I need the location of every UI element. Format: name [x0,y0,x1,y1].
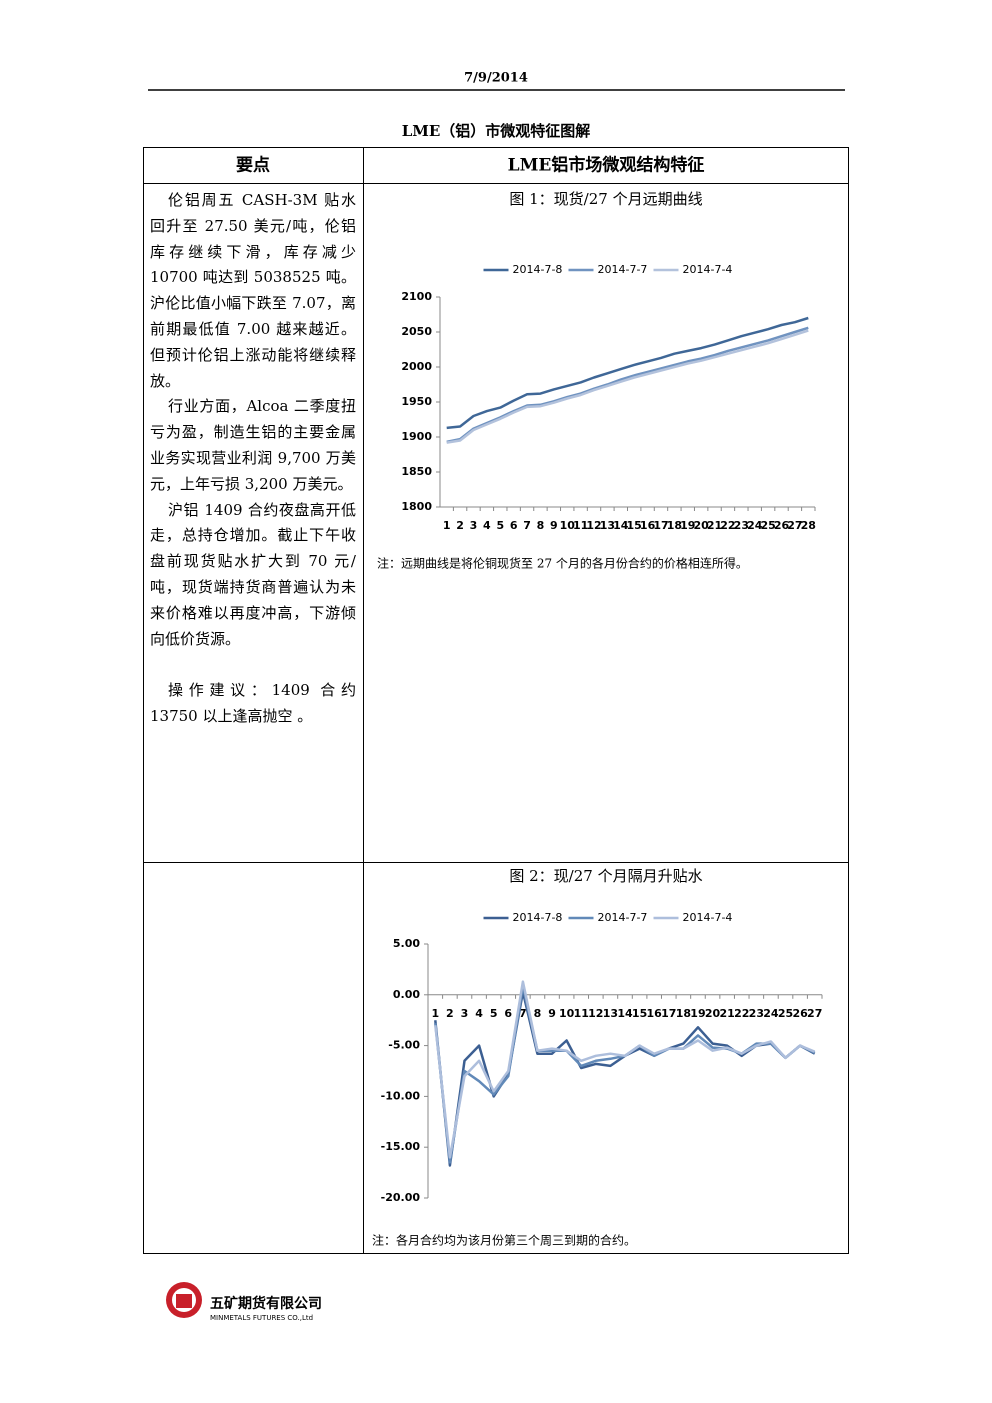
x-tick-label: 26 [774,519,790,532]
x-tick-label: 6 [504,1007,512,1020]
legend-label: 2014-7-8 [513,263,563,276]
x-tick-label: 2 [446,1007,454,1020]
x-tick-label: 4 [483,519,491,532]
x-tick-label: 21 [707,519,722,532]
x-tick-label: 16 [647,1007,663,1020]
paragraph: 伦铝周五 CASH-3M 贴水回升至 27.50 美元/吨，伦铝库存继续下滑，库… [150,191,356,390]
x-tick-label: 9 [550,519,558,532]
x-tick-label: 6 [510,519,518,532]
x-tick-label: 19 [680,519,695,532]
x-tick-label: 17 [661,1007,676,1020]
x-tick-label: 8 [537,519,545,532]
x-tick-label: 10 [560,519,576,532]
y-tick-label: 5.00 [393,937,420,950]
legend-label: 2014-7-7 [598,263,648,276]
x-tick-label: 7 [519,1007,527,1020]
y-tick-label: 1900 [401,430,432,443]
x-tick-label: 27 [787,519,802,532]
x-tick-label: 1 [443,519,451,532]
company-name-en: MINMETALS FUTURES CO.,Ltd [210,1314,313,1322]
y-tick-label: 1950 [401,395,432,408]
x-tick-label: 1 [431,1007,439,1020]
x-tick-label: 25 [778,1007,793,1020]
x-tick-label: 3 [461,1007,469,1020]
x-tick-label: 3 [470,519,478,532]
column-header: 要点 [236,155,270,176]
x-tick-label: 17 [653,519,668,532]
x-tick-label: 15 [627,519,642,532]
y-tick-label: -10.00 [381,1089,421,1102]
x-tick-label: 9 [548,1007,556,1020]
x-tick-label: 13 [600,519,615,532]
legend-label: 2014-7-4 [683,263,733,276]
x-tick-label: 20 [694,519,710,532]
x-tick-label: 22 [734,1007,749,1020]
series-line [446,316,809,430]
x-tick-label: 7 [523,519,531,532]
x-tick-label: 28 [801,519,816,532]
x-tick-label: 11 [574,1007,589,1020]
x-tick-label: 8 [534,1007,542,1020]
table-border [143,147,849,1254]
y-tick-label: -15.00 [381,1140,421,1153]
paragraph: 行业方面，Alcoa 二季度扭亏为盈，制造生铝的主要金属业务实现营业利润 9,7… [150,397,356,493]
y-tick-label: -5.00 [388,1039,420,1052]
paragraph: 操作建议：1409 合约 13750 以上逢高抛空 。 [150,681,356,726]
x-tick-label: 2 [456,519,464,532]
x-tick-label: 25 [760,519,775,532]
x-tick-label: 21 [719,1007,734,1020]
x-tick-label: 18 [667,519,682,532]
y-tick-label: 0.00 [393,988,420,1001]
chart-note: 注：各月合约均为该月份第三个周三到期的合约。 [372,1233,636,1248]
x-tick-label: 16 [640,519,656,532]
x-tick-label: 12 [588,1007,603,1020]
legend-label: 2014-7-4 [683,911,733,924]
column-header: LME铝市场微观结构特征 [508,155,705,176]
x-tick-label: 27 [807,1007,822,1020]
x-tick-label: 24 [747,519,763,532]
x-tick-label: 18 [676,1007,691,1020]
x-tick-label: 14 [617,1007,633,1020]
x-tick-label: 19 [690,1007,705,1020]
x-tick-label: 26 [792,1007,808,1020]
x-tick-label: 13 [603,1007,618,1020]
chart-title: 图 1：现货/27 个月远期曲线 [509,190,702,208]
legend-label: 2014-7-7 [598,911,648,924]
date: 7/9/2014 [464,71,528,86]
x-tick-label: 15 [632,1007,647,1020]
chart-note: 注：远期曲线是将伦铜现货至 27 个月的各月份合约的价格相连所得。 [377,556,748,571]
table-title: LME（铝）市微观特征图解 [402,122,591,140]
logo [166,1282,202,1318]
x-tick-label: 5 [490,1007,498,1020]
y-tick-label: -20.00 [381,1191,421,1204]
x-tick-label: 11 [573,519,588,532]
y-tick-label: 2100 [401,290,432,303]
x-tick-label: 24 [763,1007,779,1020]
company-name: 五矿期货有限公司 [210,1295,322,1312]
y-tick-label: 2000 [401,360,432,373]
y-tick-label: 2050 [401,325,432,338]
x-tick-label: 23 [734,519,749,532]
series-line [434,980,816,1159]
x-tick-label: 22 [720,519,735,532]
x-tick-label: 14 [613,519,629,532]
y-tick-label: 1850 [401,465,432,478]
chart-title: 图 2：现/27 个月隔月升贴水 [509,867,702,885]
x-tick-label: 20 [705,1007,721,1020]
x-tick-label: 23 [749,1007,764,1020]
key-points: 伦铝周五 CASH-3M 贴水回升至 27.50 美元/吨，伦铝库存继续下滑，库… [150,188,356,730]
x-tick-label: 5 [496,519,504,532]
x-tick-label: 12 [586,519,601,532]
x-tick-label: 10 [559,1007,575,1020]
x-tick-label: 4 [475,1007,483,1020]
legend-label: 2014-7-8 [513,911,563,924]
paragraph: 沪铝 1409 合约夜盘高开低走，总持仓增加。截止下午收盘前现货贴水扩大到 70… [150,500,356,648]
series-line [446,329,809,444]
series-line [446,326,809,444]
y-tick-label: 1800 [401,500,432,513]
